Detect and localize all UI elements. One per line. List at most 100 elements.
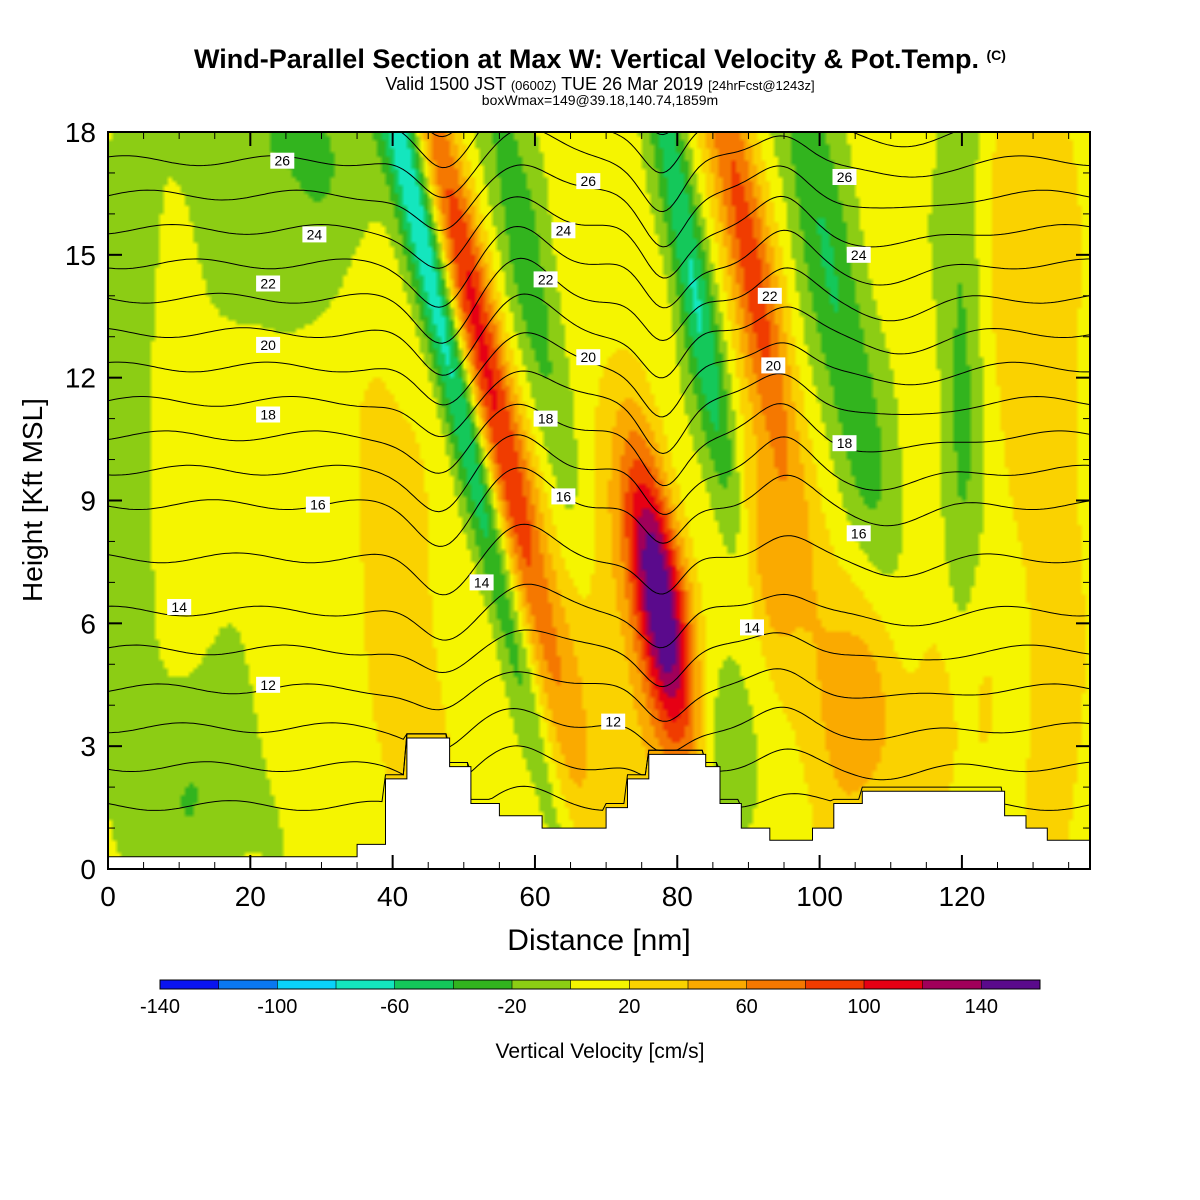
contour-label-text: 16: [310, 497, 326, 513]
x-tick-label: 20: [235, 881, 266, 912]
contour-label: 24: [551, 222, 576, 239]
isentrope-line: [108, 370, 1090, 455]
contour-labels: 26 24 22 20 18 16 14 12 26 24 22 20 18 16 14 12 26 24 22 20…: [167, 152, 871, 730]
isentrope-line: [108, 332, 1090, 418]
isentrope-line: [108, 583, 1090, 649]
contour-label: 14: [469, 574, 494, 591]
isentrope-line: [108, 293, 1090, 379]
contour-label-text: 26: [275, 153, 291, 169]
colorbar-tick-label: 60: [736, 996, 758, 1018]
contour-label: 22: [256, 275, 281, 292]
chart-subtitle-valid: Valid 1500 JST (0600Z) TUE 26 Mar 2019 […: [0, 74, 1200, 95]
contour-label: 26: [576, 173, 601, 190]
contour-label: 24: [846, 246, 871, 263]
contour-label-text: 20: [766, 357, 782, 373]
contour-label: 22: [533, 271, 558, 288]
colorbar-swatch: [922, 980, 982, 989]
x-tick-label: 120: [939, 881, 986, 912]
contour-label-text: 26: [837, 169, 853, 185]
colorbar-swatch: [512, 980, 571, 989]
contour-label-text: 14: [171, 599, 187, 615]
y-tick-label: 15: [65, 240, 96, 271]
contour-label: 16: [846, 525, 871, 542]
isentrope-line: [108, 629, 1090, 688]
valid-time-jst: Valid 1500 JST: [385, 74, 506, 94]
y-tick-label: 6: [80, 608, 96, 639]
contour-label: 18: [256, 406, 281, 423]
colorbar-tick-label: -100: [257, 996, 297, 1018]
x-axis-label: Distance [nm]: [507, 924, 690, 957]
x-tick-label: 0: [100, 881, 116, 912]
isentrope-line: [108, 434, 1090, 515]
contour-label: 16: [305, 496, 330, 513]
colorbar-tick-label: -60: [380, 996, 409, 1018]
contour-label-text: 18: [837, 435, 853, 451]
forecast-info: [24hrFcst@1243z]: [708, 78, 815, 93]
contour-label-text: 20: [581, 349, 597, 365]
contour-label: 16: [551, 488, 576, 505]
contour-label: 20: [256, 336, 281, 353]
colorbar-frame: [159, 979, 1041, 990]
terrain: [107, 737, 1091, 870]
valid-time-utc: (0600Z): [510, 78, 557, 93]
colorbar-tick-label: 140: [965, 996, 998, 1018]
isentrope-line: [108, 164, 1090, 248]
colorbar-swatch: [394, 980, 454, 989]
isentrope-line: [108, 467, 1090, 547]
colorbar: -140 -100 -60 -20 20 60 100 140: [140, 979, 1041, 1018]
y-axis-label: Height [Kft MSL]: [17, 398, 48, 602]
contour-label-text: 20: [260, 337, 276, 353]
isentrope-line: [430, 132, 671, 138]
contour-label-text: 24: [556, 222, 572, 238]
contour-label-text: 12: [260, 677, 276, 693]
x-tick-label: 100: [796, 881, 843, 912]
contour-label: 20: [761, 357, 786, 374]
colorbar-swatch: [805, 980, 864, 989]
colorbar-swatch: [277, 980, 336, 989]
contour-label-text: 24: [307, 226, 323, 242]
y-tick-label: 9: [80, 486, 96, 517]
contour-label-text: 22: [538, 271, 554, 287]
contour-label: 14: [740, 619, 764, 636]
colorbar-tick-label: 20: [618, 996, 640, 1018]
isentrope-line: [108, 706, 1090, 751]
contour-label: 18: [832, 435, 857, 452]
contour-label-text: 14: [474, 574, 490, 590]
colorbar-swatch: [218, 980, 278, 989]
colorbar-swatch: [453, 980, 512, 989]
colorbar-swatch: [864, 980, 923, 989]
contour-label-text: 16: [851, 525, 867, 541]
colorbar-tick-label: -140: [140, 996, 180, 1018]
colorbar-swatch: [629, 980, 688, 989]
colorbar-swatch: [746, 980, 806, 989]
isentrope-line: [108, 225, 1090, 309]
contour-label: 14: [167, 599, 192, 615]
chart-title-text: Wind-Parallel Section at Max W: Vertical…: [194, 44, 979, 74]
isentrope-line: [108, 733, 1090, 811]
colorbar-swatch: [688, 980, 747, 989]
contour-label-text: 22: [762, 288, 778, 304]
contour-label-text: 14: [744, 619, 760, 635]
y-tick-label: 0: [80, 854, 96, 885]
contour-label: 24: [302, 226, 327, 243]
copyright-mark: (C): [986, 47, 1006, 63]
colorbar-swatch: [336, 980, 395, 989]
contour-label: 20: [576, 349, 601, 366]
y-tick-label: 3: [80, 731, 96, 762]
colorbar-label: Vertical Velocity [cm/s]: [496, 1040, 705, 1063]
isentrope-line: [108, 403, 1090, 487]
chart-title: Wind-Parallel Section at Max W: Vertical…: [0, 44, 1200, 75]
isentrope-line: [400, 132, 956, 174]
x-tick-label: 80: [662, 881, 693, 912]
contour-label-text: 18: [538, 411, 554, 427]
contour-label: 26: [270, 152, 295, 169]
x-tick-label: 60: [519, 881, 550, 912]
contour-label-text: 12: [605, 714, 621, 730]
contour-label: 26: [832, 169, 857, 185]
contour-label-text: 16: [556, 488, 572, 504]
axes: 0 20 40 60 80 100 120 0 3 6 9 12 15 18: [65, 117, 1090, 912]
colorbar-swatch: [981, 980, 1040, 989]
contour-label: 12: [601, 713, 626, 730]
contour-label-text: 18: [260, 407, 276, 423]
